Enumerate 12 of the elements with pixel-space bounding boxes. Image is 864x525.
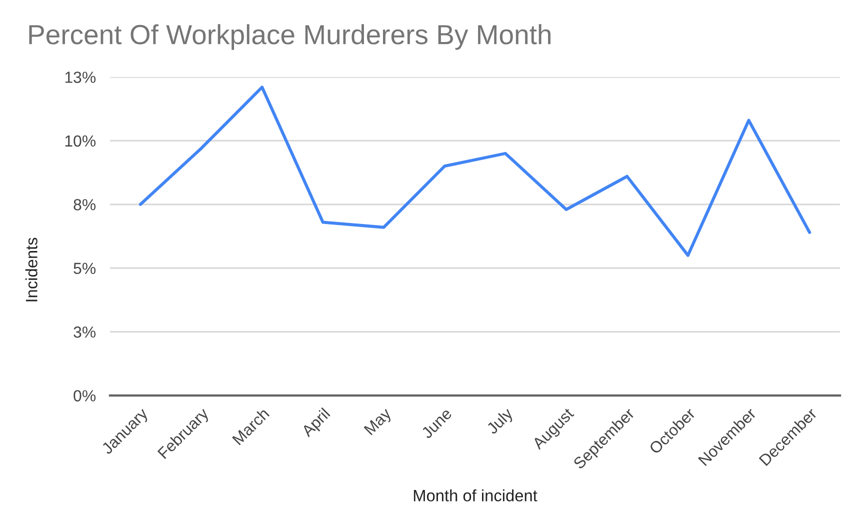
- y-tick-label: 3%: [74, 326, 96, 338]
- x-axis-title: Month of incident: [414, 489, 538, 502]
- y-tick-label: 5%: [74, 262, 96, 274]
- y-tick-label: 13%: [65, 72, 96, 83]
- line-series: [138, 86, 812, 257]
- y-tick-label: 10%: [65, 135, 96, 147]
- y-tick-label: 8%: [74, 199, 96, 210]
- x-tick-label: May: [364, 407, 394, 438]
- y-axis-title: Incidents: [25, 238, 38, 302]
- x-tick-label: July: [486, 406, 516, 438]
- chart-title: Percent Of Workplace Murderers By Month: [29, 24, 550, 50]
- y-tick-label: 0%: [74, 390, 96, 402]
